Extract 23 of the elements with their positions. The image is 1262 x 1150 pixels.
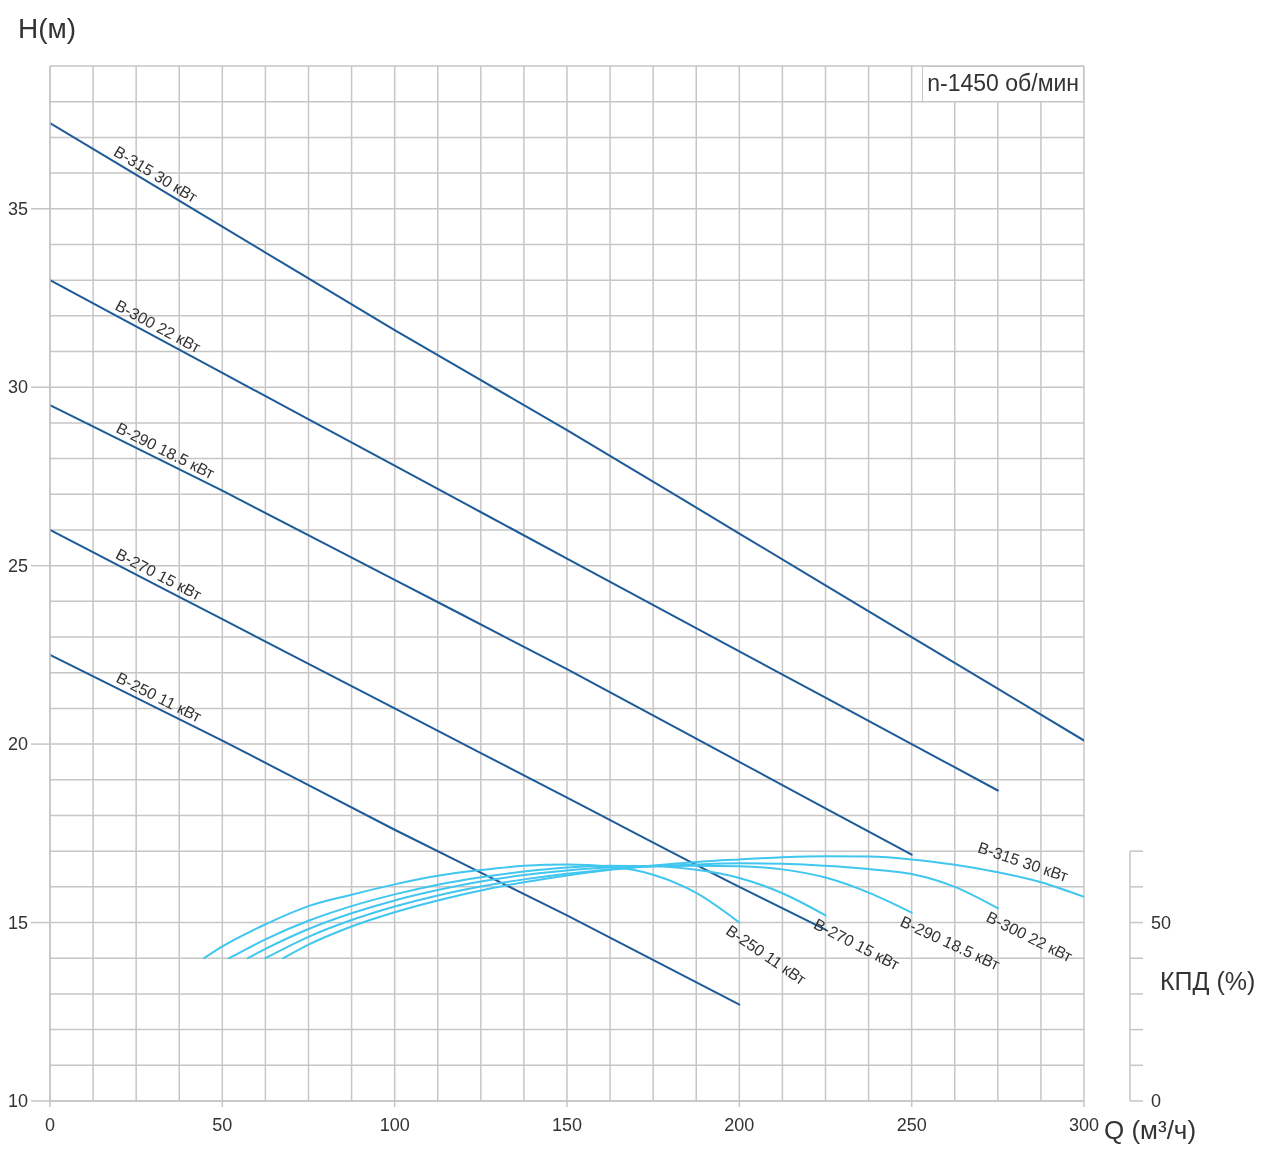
annotation: n-1450 об/мин (927, 70, 1079, 98)
y-tick-label: 15 (7, 912, 28, 933)
line-series (50, 404, 913, 856)
y-tick-label: 10 (7, 1091, 28, 1111)
y-axis-title: H(м) (18, 12, 77, 46)
x-axis-title: Q (м³/ч) (1104, 1115, 1197, 1147)
x-tick-label: 250 (896, 1115, 927, 1135)
y-tick-label: 30 (7, 377, 28, 398)
y2-axis-title: КПД (%) (1160, 966, 1256, 996)
x-tick-label: 0 (44, 1115, 56, 1135)
y2-tick-label: 50 (1151, 912, 1172, 933)
y-tick-label: 20 (7, 734, 28, 755)
text: B-315 30 кВт (975, 838, 1071, 886)
line-series (50, 279, 999, 792)
y2-tick-label: 0 (1151, 1091, 1162, 1111)
y-tick-label: 25 (7, 555, 28, 576)
text: B-250 11 кВт (113, 669, 205, 726)
x-tick-label: 150 (551, 1115, 583, 1135)
x-tick-label: 300 (1068, 1115, 1100, 1135)
x-tick-label: 100 (379, 1115, 410, 1135)
x-tick-label: 200 (724, 1115, 755, 1135)
y-tick-label: 35 (7, 198, 28, 219)
x-tick-label: 50 (212, 1115, 233, 1135)
